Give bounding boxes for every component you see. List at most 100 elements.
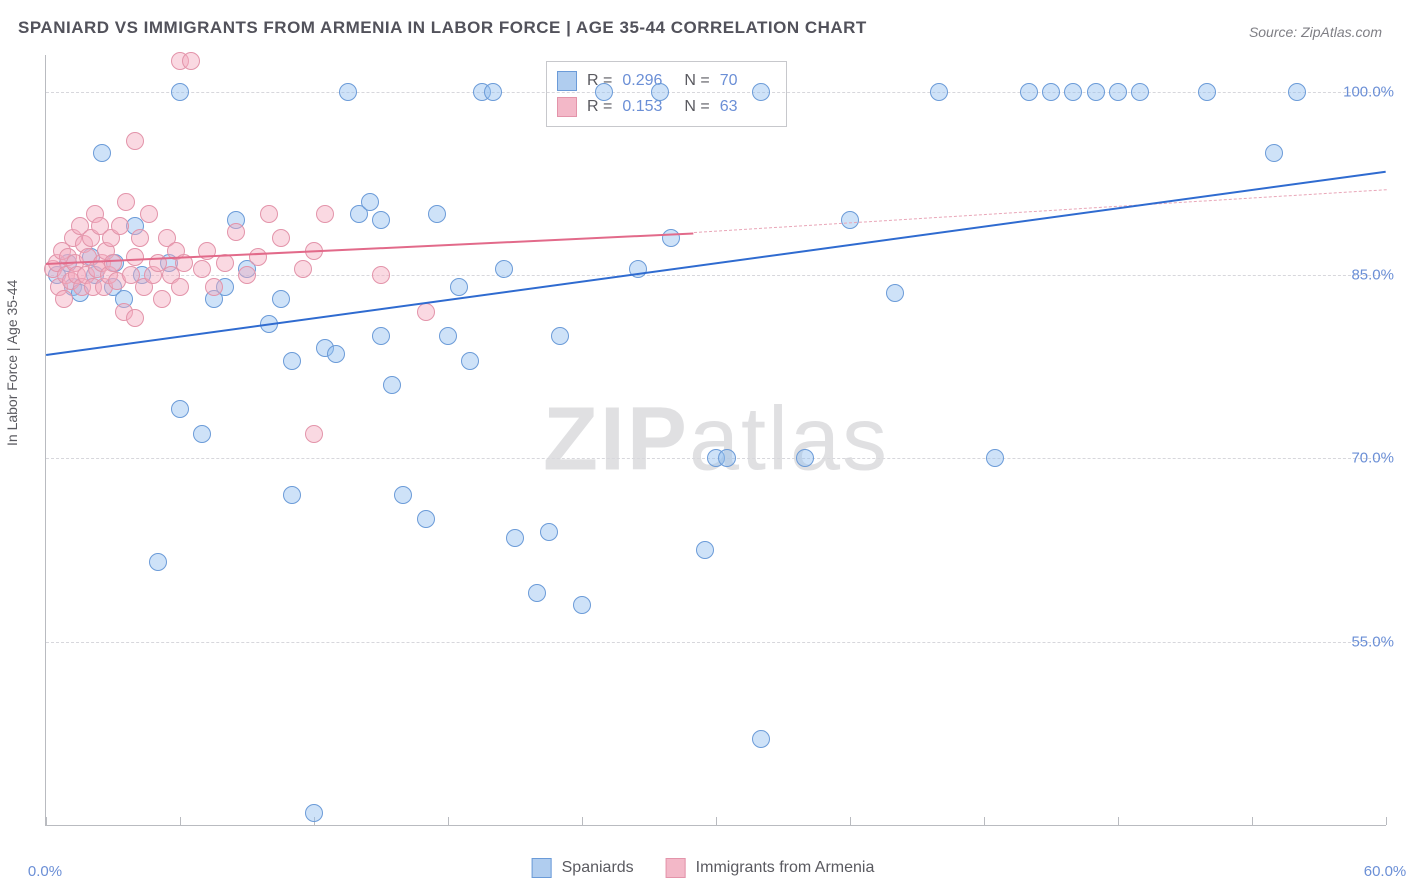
scatter-point (1020, 83, 1038, 101)
scatter-point (260, 205, 278, 223)
scatter-point (305, 804, 323, 822)
trend-line (694, 189, 1386, 233)
scatter-point (205, 278, 223, 296)
scatter-point (752, 730, 770, 748)
scatter-point (651, 83, 669, 101)
x-tick-mark (1252, 817, 1253, 825)
x-tick-mark (582, 817, 583, 825)
scatter-point (930, 83, 948, 101)
scatter-point (193, 260, 211, 278)
y-tick-label: 85.0% (1351, 267, 1394, 284)
x-tick-mark (180, 817, 181, 825)
legend-label-b: Immigrants from Armenia (696, 859, 875, 877)
series-a-swatch-icon (557, 71, 577, 91)
scatter-point (171, 83, 189, 101)
x-tick-mark (1386, 817, 1387, 825)
scatter-point (841, 211, 859, 229)
scatter-point (372, 211, 390, 229)
scatter-point (126, 309, 144, 327)
scatter-point (383, 376, 401, 394)
scatter-point (111, 217, 129, 235)
gridline (46, 92, 1386, 93)
legend-swatch-b-icon (666, 858, 686, 878)
scatter-point (55, 290, 73, 308)
x-tick-mark (850, 817, 851, 825)
scatter-point (417, 303, 435, 321)
scatter-point (140, 205, 158, 223)
scatter-point (182, 52, 200, 70)
scatter-point (394, 486, 412, 504)
scatter-point (117, 193, 135, 211)
scatter-point (461, 352, 479, 370)
scatter-point (327, 345, 345, 363)
scatter-point (372, 327, 390, 345)
scatter-point (149, 553, 167, 571)
scatter-point (484, 83, 502, 101)
watermark-bold: ZIP (543, 390, 689, 490)
scatter-point (361, 193, 379, 211)
scatter-point (104, 254, 122, 272)
scatter-point (283, 486, 301, 504)
legend-label-a: Spaniards (562, 859, 634, 877)
scatter-point (1087, 83, 1105, 101)
chart-title: SPANIARD VS IMMIGRANTS FROM ARMENIA IN L… (18, 18, 867, 38)
scatter-point (171, 278, 189, 296)
scatter-point (886, 284, 904, 302)
scatter-point (1109, 83, 1127, 101)
y-tick-label: 100.0% (1343, 83, 1394, 100)
scatter-point (93, 144, 111, 162)
y-tick-label: 70.0% (1351, 450, 1394, 467)
x-tick-mark (1118, 817, 1119, 825)
source-label: Source: ZipAtlas.com (1249, 24, 1382, 40)
x-tick-label: 0.0% (28, 863, 62, 880)
watermark: ZIPatlas (543, 389, 889, 492)
scatter-point (131, 229, 149, 247)
stat-n-label: N = (684, 68, 709, 94)
scatter-point (171, 400, 189, 418)
scatter-point (316, 205, 334, 223)
scatter-point (126, 248, 144, 266)
x-tick-mark (716, 817, 717, 825)
stat-n-label: N = (684, 94, 709, 120)
x-tick-mark (448, 817, 449, 825)
scatter-point (294, 260, 312, 278)
x-tick-mark (46, 817, 47, 825)
scatter-point (339, 83, 357, 101)
scatter-point (249, 248, 267, 266)
series-b-swatch-icon (557, 97, 577, 117)
scatter-plot-area: ZIPatlas R = 0.296 N = 70 R = 0.153 N = … (45, 55, 1386, 826)
scatter-point (153, 290, 171, 308)
scatter-point (439, 327, 457, 345)
scatter-point (272, 290, 290, 308)
legend-swatch-a-icon (532, 858, 552, 878)
scatter-point (450, 278, 468, 296)
x-tick-mark (984, 817, 985, 825)
scatter-point (595, 83, 613, 101)
scatter-point (506, 529, 524, 547)
scatter-point (528, 584, 546, 602)
scatter-point (696, 541, 714, 559)
y-axis-label: In Labor Force | Age 35-44 (4, 280, 20, 446)
watermark-light: atlas (689, 390, 889, 490)
scatter-point (1288, 83, 1306, 101)
scatter-point (1131, 83, 1149, 101)
scatter-point (540, 523, 558, 541)
scatter-point (238, 266, 256, 284)
scatter-point (718, 449, 736, 467)
scatter-point (193, 425, 211, 443)
scatter-point (1265, 144, 1283, 162)
scatter-point (283, 352, 301, 370)
scatter-point (662, 229, 680, 247)
scatter-point (573, 596, 591, 614)
scatter-point (752, 83, 770, 101)
scatter-point (428, 205, 446, 223)
scatter-point (1042, 83, 1060, 101)
scatter-point (305, 425, 323, 443)
scatter-point (796, 449, 814, 467)
x-tick-label: 60.0% (1364, 863, 1406, 880)
y-tick-label: 55.0% (1351, 633, 1394, 650)
scatter-point (126, 132, 144, 150)
scatter-point (417, 510, 435, 528)
scatter-point (986, 449, 1004, 467)
scatter-point (495, 260, 513, 278)
